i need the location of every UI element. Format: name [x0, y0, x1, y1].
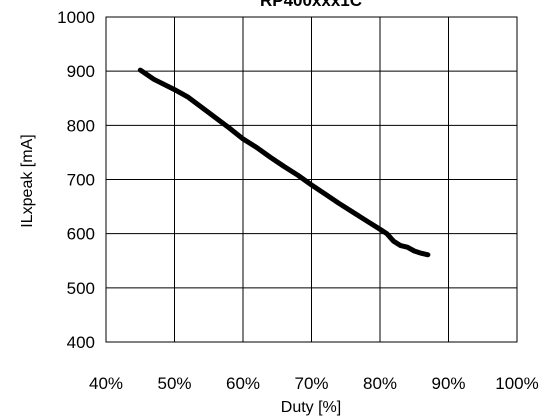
x-tick-label: 50% — [157, 374, 191, 393]
y-tick-label: 600 — [67, 225, 95, 244]
x-tick-label: 60% — [226, 374, 260, 393]
y-tick-label: 700 — [67, 171, 95, 190]
chart-title: RP400xxx1C — [260, 0, 362, 10]
x-tick-label: 90% — [431, 374, 465, 393]
x-tick-label: 100% — [495, 374, 538, 393]
series-line — [137, 67, 431, 258]
x-axis-ticks: 40% 50% 60% 70% 80% 90% 100% — [89, 374, 539, 393]
x-tick-label: 70% — [294, 374, 328, 393]
plot-area — [105, 16, 518, 343]
y-axis-ticks: 400 500 600 700 800 900 1000 — [57, 8, 95, 352]
x-axis-title: Duty [%] — [281, 399, 341, 416]
y-tick-label: 400 — [67, 333, 95, 352]
series-layer — [137, 67, 431, 258]
grid — [105, 16, 518, 343]
y-tick-label: 900 — [67, 62, 95, 81]
y-axis-title: ILxpeak [mA] — [19, 134, 36, 227]
y-tick-label: 800 — [67, 116, 95, 135]
x-tick-label: 80% — [363, 374, 397, 393]
y-tick-label: 1000 — [57, 8, 95, 27]
y-tick-label: 500 — [67, 279, 95, 298]
x-tick-label: 40% — [89, 374, 123, 393]
